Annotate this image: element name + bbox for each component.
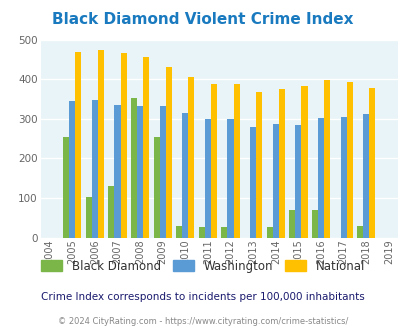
Bar (69, 101, 75, 238)
Bar (221, 227, 227, 238)
Text: Black Diamond Violent Crime Index: Black Diamond Violent Crime Index (52, 12, 353, 26)
Text: © 2024 CityRating.com - https://www.cityrating.com/crime-statistics/: © 2024 CityRating.com - https://www.city… (58, 317, 347, 326)
Bar (346, 82, 352, 238)
Bar (233, 84, 239, 238)
Bar (266, 227, 272, 238)
Bar (85, 197, 92, 238)
Bar (340, 117, 346, 238)
Legend: Black Diamond, Washington, National: Black Diamond, Washington, National (36, 255, 369, 278)
Bar (198, 227, 205, 238)
Bar (108, 186, 114, 238)
Bar (362, 114, 369, 238)
Bar (159, 106, 165, 238)
Bar (249, 127, 256, 238)
Bar (272, 123, 278, 238)
Bar (369, 87, 375, 238)
Bar (114, 105, 120, 238)
Bar (75, 52, 81, 238)
Bar (120, 53, 126, 238)
Bar (131, 98, 137, 238)
Text: Crime Index corresponds to incidents per 100,000 inhabitants: Crime Index corresponds to incidents per… (41, 292, 364, 302)
Bar (256, 92, 262, 238)
Bar (211, 84, 217, 238)
Bar (323, 81, 329, 238)
Bar (188, 77, 194, 238)
Bar (356, 226, 362, 238)
Bar (278, 89, 284, 238)
Bar (165, 67, 171, 238)
Bar (205, 119, 211, 238)
Bar (98, 50, 104, 238)
Bar (92, 100, 98, 238)
Bar (143, 57, 149, 238)
Bar (63, 137, 69, 238)
Bar (176, 226, 182, 238)
Bar (182, 113, 188, 238)
Bar (153, 137, 159, 238)
Bar (288, 210, 294, 238)
Bar (317, 117, 323, 238)
Bar (137, 106, 143, 238)
Bar (301, 86, 307, 238)
Bar (227, 119, 233, 238)
Bar (294, 125, 301, 238)
Bar (311, 210, 317, 238)
